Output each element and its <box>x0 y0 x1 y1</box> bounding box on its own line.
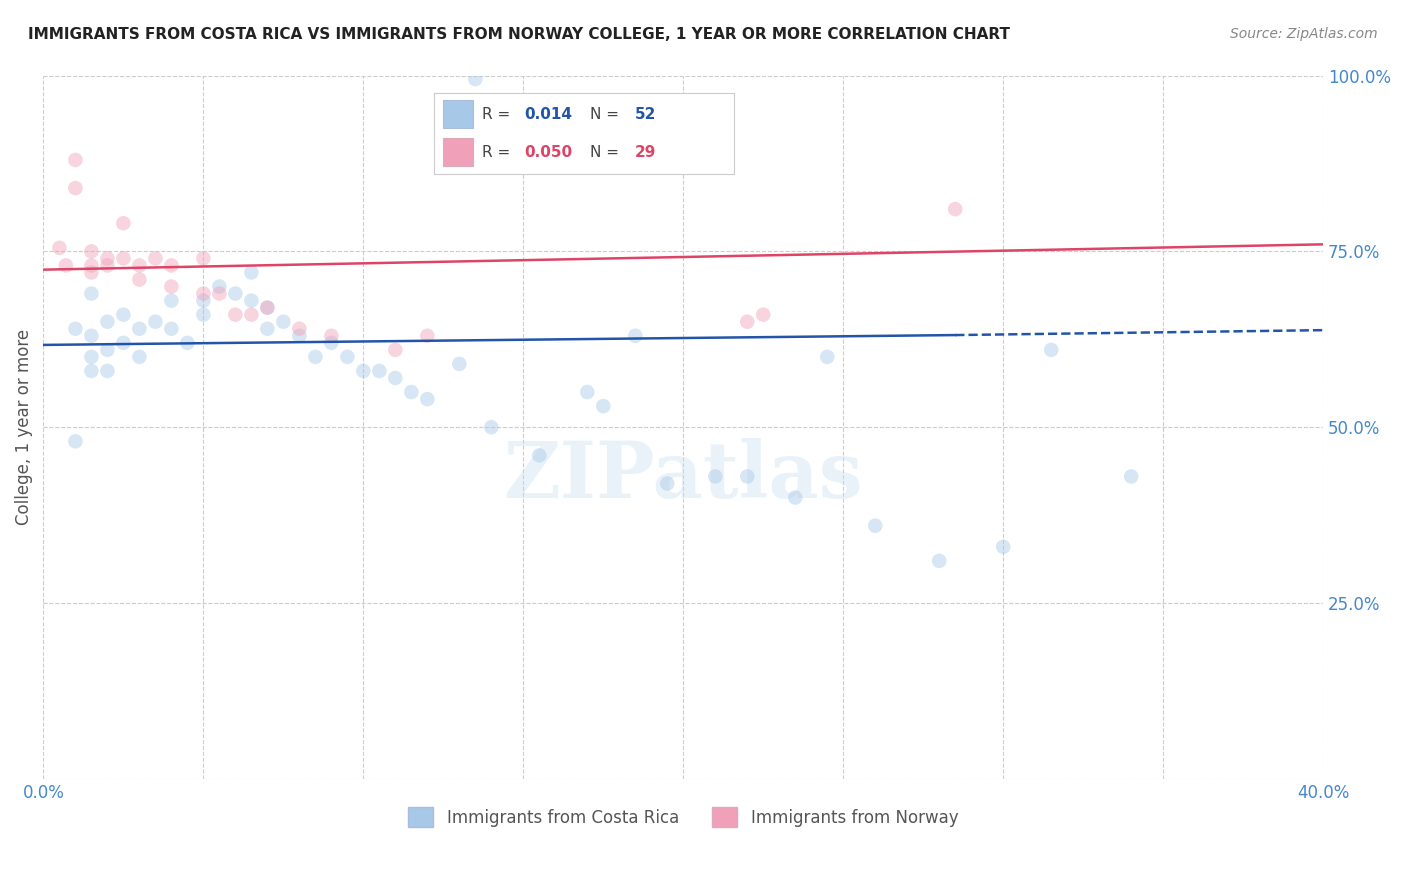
Point <box>224 286 246 301</box>
Point <box>96 252 118 266</box>
Point <box>479 420 502 434</box>
Point <box>256 301 278 315</box>
Point <box>193 286 215 301</box>
Point <box>865 518 887 533</box>
Point <box>240 308 263 322</box>
Point <box>815 350 838 364</box>
Point <box>193 293 215 308</box>
Point <box>657 476 679 491</box>
Point <box>160 322 183 336</box>
Point <box>145 252 167 266</box>
Point <box>65 322 87 336</box>
Point <box>80 328 103 343</box>
Point <box>128 350 150 364</box>
Point <box>752 308 775 322</box>
Point <box>416 392 439 406</box>
Point <box>145 315 167 329</box>
Point <box>112 335 135 350</box>
Point <box>256 322 278 336</box>
Point <box>65 153 87 167</box>
Text: ZIPatlas: ZIPatlas <box>503 439 863 515</box>
Point <box>80 350 103 364</box>
Point <box>576 385 599 400</box>
Point <box>48 241 70 255</box>
Point <box>160 293 183 308</box>
Point <box>928 554 950 568</box>
Legend: Immigrants from Costa Rica, Immigrants from Norway: Immigrants from Costa Rica, Immigrants f… <box>402 800 965 834</box>
Point <box>993 540 1015 554</box>
Point <box>80 265 103 279</box>
Point <box>208 279 231 293</box>
Point <box>128 272 150 286</box>
Point <box>80 244 103 259</box>
Point <box>624 328 647 343</box>
Point <box>112 252 135 266</box>
Point <box>112 308 135 322</box>
Point <box>176 335 198 350</box>
Point <box>288 328 311 343</box>
Point <box>80 364 103 378</box>
Point <box>464 72 486 87</box>
Point <box>321 335 343 350</box>
Point <box>336 350 359 364</box>
Point <box>80 259 103 273</box>
Point <box>193 252 215 266</box>
Y-axis label: College, 1 year or more: College, 1 year or more <box>15 329 32 525</box>
Point <box>384 371 406 385</box>
Point <box>704 469 727 483</box>
Point <box>240 265 263 279</box>
Point <box>65 181 87 195</box>
Point <box>80 286 103 301</box>
Text: Source: ZipAtlas.com: Source: ZipAtlas.com <box>1230 27 1378 41</box>
Point <box>160 279 183 293</box>
Point <box>96 259 118 273</box>
Point <box>208 286 231 301</box>
Point <box>384 343 406 357</box>
Point <box>193 308 215 322</box>
Point <box>112 216 135 230</box>
Point <box>735 315 758 329</box>
Point <box>735 469 758 483</box>
Point <box>1040 343 1063 357</box>
Point <box>96 315 118 329</box>
Point <box>55 259 77 273</box>
Point <box>256 301 278 315</box>
Point <box>401 385 423 400</box>
Point <box>785 491 807 505</box>
Point <box>368 364 391 378</box>
Point <box>288 322 311 336</box>
Point <box>449 357 471 371</box>
Point <box>160 259 183 273</box>
Point <box>592 399 614 413</box>
Point <box>240 293 263 308</box>
Point <box>224 308 246 322</box>
Point <box>416 328 439 343</box>
Point <box>273 315 295 329</box>
Point <box>128 322 150 336</box>
Point <box>1121 469 1143 483</box>
Point <box>96 364 118 378</box>
Point <box>352 364 374 378</box>
Point <box>529 448 551 462</box>
Point <box>943 202 966 216</box>
Point <box>96 343 118 357</box>
Point <box>304 350 326 364</box>
Point <box>128 259 150 273</box>
Point <box>65 434 87 449</box>
Text: IMMIGRANTS FROM COSTA RICA VS IMMIGRANTS FROM NORWAY COLLEGE, 1 YEAR OR MORE COR: IMMIGRANTS FROM COSTA RICA VS IMMIGRANTS… <box>28 27 1010 42</box>
Point <box>321 328 343 343</box>
